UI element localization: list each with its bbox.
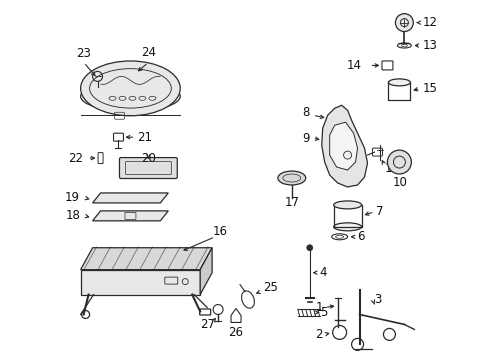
Circle shape — [395, 14, 412, 32]
Text: 12: 12 — [422, 16, 436, 29]
Polygon shape — [92, 211, 168, 221]
Text: 7: 7 — [376, 205, 383, 219]
Text: 26: 26 — [228, 326, 243, 339]
Text: 9: 9 — [302, 132, 309, 145]
Polygon shape — [81, 270, 200, 294]
Text: 16: 16 — [212, 225, 227, 238]
Text: 5: 5 — [319, 306, 326, 319]
Ellipse shape — [81, 61, 180, 116]
Polygon shape — [200, 248, 212, 294]
Text: 8: 8 — [302, 106, 309, 119]
Ellipse shape — [333, 201, 361, 209]
Text: 10: 10 — [392, 176, 407, 189]
Polygon shape — [92, 193, 168, 203]
Text: 6: 6 — [357, 230, 365, 243]
Polygon shape — [81, 248, 212, 270]
Text: 27: 27 — [199, 318, 214, 331]
Ellipse shape — [277, 171, 305, 185]
Text: 23: 23 — [76, 47, 91, 60]
Polygon shape — [329, 122, 357, 170]
Text: 1: 1 — [315, 301, 322, 314]
Text: 21: 21 — [137, 131, 152, 144]
Circle shape — [386, 150, 410, 174]
Text: 18: 18 — [65, 210, 80, 222]
Text: 14: 14 — [346, 59, 361, 72]
Text: 15: 15 — [422, 82, 436, 95]
Ellipse shape — [333, 223, 361, 231]
Text: 11: 11 — [384, 162, 399, 175]
Text: 13: 13 — [422, 39, 436, 52]
Text: 19: 19 — [65, 192, 80, 204]
Ellipse shape — [387, 79, 409, 86]
Text: 20: 20 — [141, 152, 156, 165]
Text: 24: 24 — [141, 46, 156, 59]
Text: 17: 17 — [284, 197, 299, 210]
Text: 25: 25 — [263, 281, 277, 294]
Ellipse shape — [81, 81, 180, 111]
FancyBboxPatch shape — [119, 158, 177, 179]
Text: 4: 4 — [319, 266, 326, 279]
Text: 3: 3 — [374, 293, 381, 306]
Text: 2: 2 — [315, 328, 322, 341]
Polygon shape — [321, 105, 367, 187]
Circle shape — [306, 245, 312, 251]
Text: 22: 22 — [68, 152, 83, 165]
